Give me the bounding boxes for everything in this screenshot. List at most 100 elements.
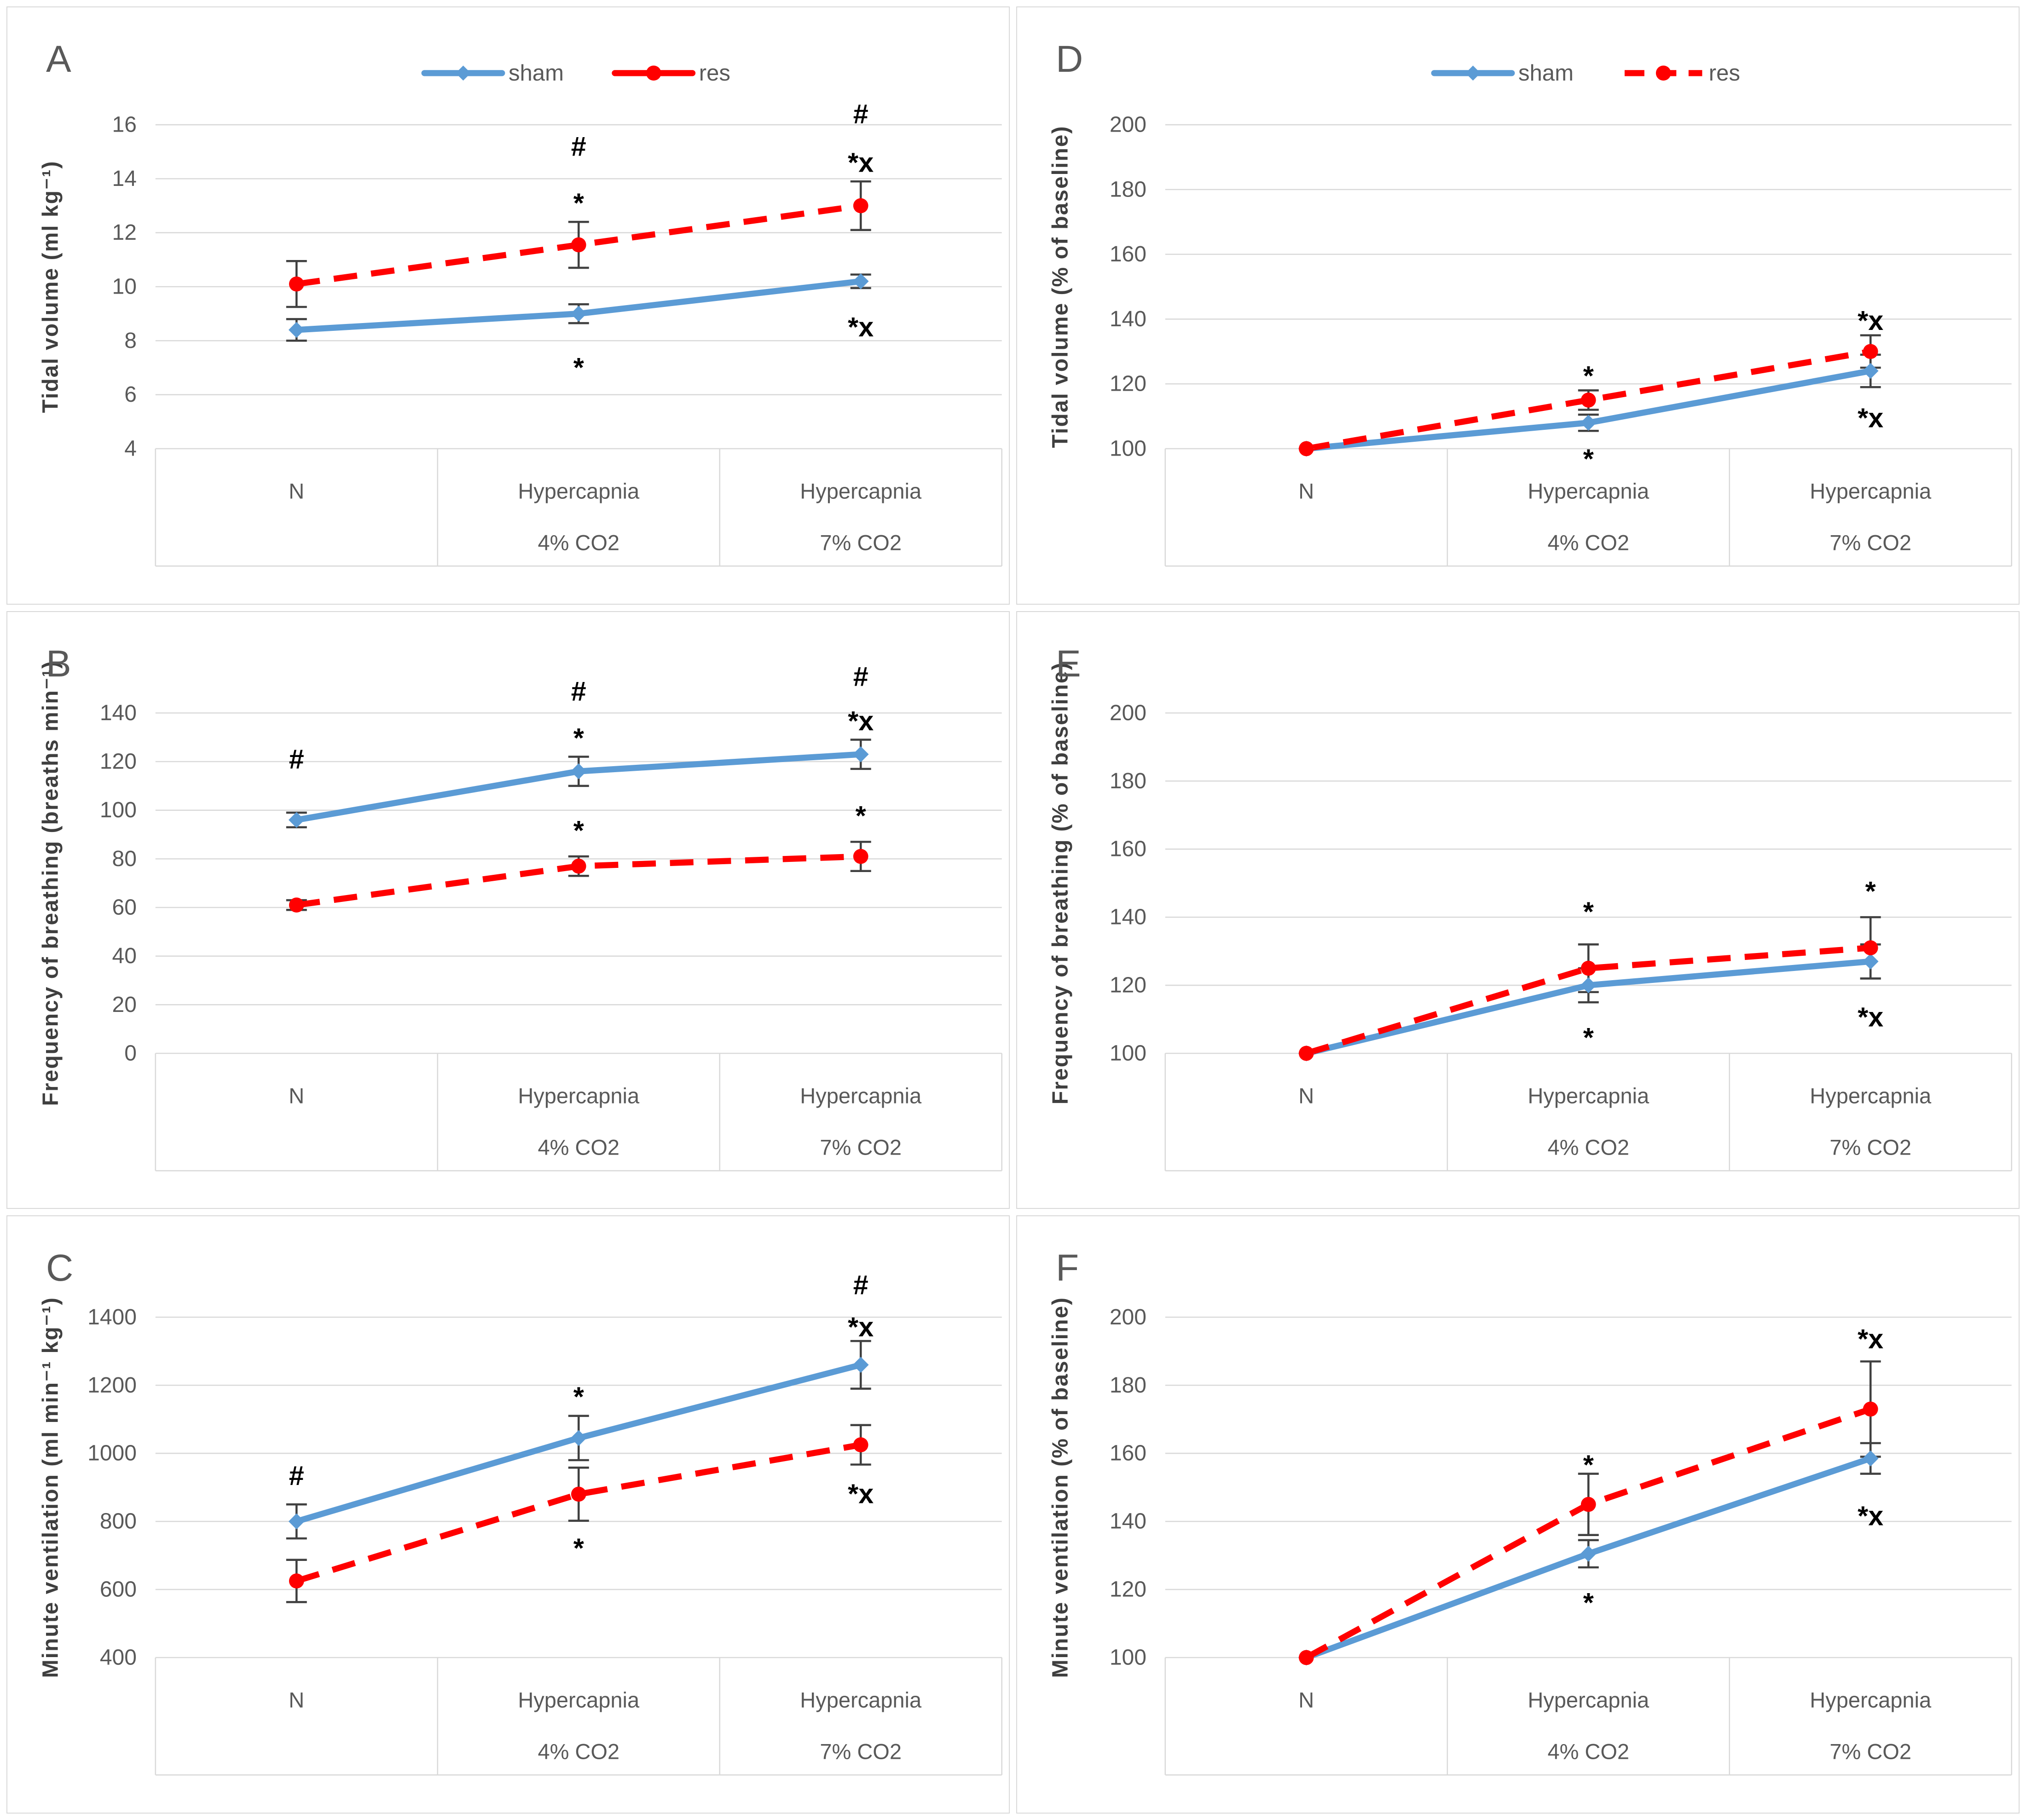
x-category-label: 4% CO2	[538, 531, 619, 555]
marker-res	[853, 198, 868, 214]
significance-annotation: #	[571, 676, 586, 706]
significance-annotation: *	[1583, 1587, 1594, 1618]
y-axis-title: Minute ventilation (% of baseline)	[1048, 1297, 1072, 1678]
y-tick-label: 12	[112, 220, 137, 245]
x-category-table: N Hypercapnia 4% CO2 Hypercapnia 7% CO2	[155, 1657, 1002, 1776]
panel-c-chart: 400 600 800 1000 1200 1400 Minute ventilation …	[38, 1270, 1002, 1776]
marker-sham	[1580, 1546, 1597, 1562]
significance-annotation: *	[1583, 444, 1594, 474]
panel-letter-e: E	[1056, 642, 1081, 685]
panel-d: D 100 120 140 160 180 200 Tidal volume (% of b…	[1016, 6, 2020, 605]
significance-annotation: *	[1583, 1022, 1594, 1053]
marker-sham	[570, 306, 587, 322]
y-tick-label: 140	[100, 701, 137, 725]
panel-letter-d: D	[1056, 38, 1083, 80]
y-tick-label: 120	[1110, 973, 1146, 997]
y-tick-label: 200	[1110, 1305, 1146, 1329]
y-tick-label: 120	[100, 749, 137, 774]
y-tick-label: 160	[1110, 837, 1146, 861]
significance-annotation: *x	[848, 1479, 874, 1509]
significance-annotation: *	[573, 1381, 584, 1412]
significance-annotation: *	[856, 800, 866, 831]
panel-letter-f: F	[1056, 1247, 1079, 1289]
x-category-label: N	[289, 479, 304, 503]
x-category-label: N	[1298, 1083, 1314, 1108]
significance-annotation: *	[573, 722, 584, 753]
y-tick-label: 80	[112, 847, 137, 871]
y-tick-label: 160	[1110, 242, 1146, 266]
x-category-label: Hypercapnia	[518, 1083, 640, 1108]
marker-sham	[288, 812, 305, 828]
y-tick-label: 0	[124, 1041, 137, 1065]
marker-res	[1580, 1497, 1596, 1512]
y-tick-label: 100	[100, 798, 137, 822]
y-tick-label: 40	[112, 944, 137, 968]
significance-annotation: #	[853, 98, 868, 129]
significance-annotation: *	[573, 1533, 584, 1564]
x-category-label: 4% CO2	[1547, 1135, 1629, 1159]
significance-annotation: *	[573, 352, 584, 383]
legend-marker-res	[646, 65, 661, 81]
y-tick-label: 180	[1110, 768, 1146, 793]
y-tick-label: 400	[100, 1646, 137, 1670]
marker-res	[571, 858, 586, 874]
x-category-label: Hypercapnia	[518, 1688, 640, 1712]
significance-annotation: *x	[1858, 1001, 1883, 1032]
marker-sham	[852, 1357, 869, 1373]
legend-item-sham: sham	[421, 61, 564, 86]
marker-res	[1863, 940, 1878, 955]
significance-annotation: #	[853, 1270, 868, 1300]
legend-item-sham: sham	[1431, 61, 1574, 86]
legend-label-res: res	[1709, 61, 1740, 86]
series-line-res	[1305, 944, 1871, 1057]
y-tick-label: 10	[112, 275, 137, 299]
marker-res	[571, 237, 586, 253]
y-tick-label: 1000	[87, 1441, 137, 1466]
significance-annotation: *	[1583, 360, 1594, 391]
marker-res	[853, 849, 868, 864]
x-category-label: 7% CO2	[820, 531, 902, 555]
y-tick-label: 100	[1110, 1041, 1146, 1065]
x-category-label: N	[289, 1083, 304, 1108]
significance-annotation: #	[289, 744, 304, 774]
y-tick-label: 100	[1110, 1646, 1146, 1670]
x-category-label: 7% CO2	[1829, 1135, 1911, 1159]
x-category-label: 7% CO2	[820, 1739, 902, 1764]
x-category-table: N Hypercapnia 4% CO2 Hypercapnia 7% CO2	[155, 448, 1002, 567]
legend-marker-res	[1656, 65, 1671, 81]
x-category-label: 7% CO2	[1829, 531, 1911, 555]
y-tick-label: 120	[1110, 1577, 1146, 1602]
legend-marker-sham	[456, 65, 471, 81]
significance-annotation: *x	[1858, 1501, 1883, 1531]
significance-annotation: *x	[848, 1312, 874, 1342]
x-category-label: N	[1298, 479, 1314, 503]
x-category-label: 4% CO2	[1547, 1739, 1629, 1764]
x-category-table: N Hypercapnia 4% CO2 Hypercapnia 7% CO2	[155, 1052, 1002, 1171]
x-category-label: Hypercapnia	[800, 479, 922, 503]
marker-res	[1863, 1402, 1878, 1417]
y-axis-title: Frequency of breathing (breaths min⁻¹)	[38, 660, 63, 1106]
significance-annotation: *x	[848, 705, 874, 736]
panel-d-chart: 100 120 140 160 180 200 Tidal volume (% of bas…	[1048, 61, 2012, 567]
marker-sham	[570, 1430, 587, 1446]
legend-label-res: res	[699, 61, 730, 86]
significance-annotation: #	[853, 661, 868, 692]
panel-e-chart: 100 120 140 160 180 200 Frequency of breathing…	[1048, 662, 2012, 1171]
x-category-table: N Hypercapnia 4% CO2 Hypercapnia 7% CO2	[1164, 1657, 2012, 1776]
marker-sham	[1862, 1450, 1879, 1467]
significance-annotation: *x	[848, 147, 874, 178]
marker-res	[571, 1486, 586, 1502]
x-category-label: Hypercapnia	[1528, 479, 1650, 503]
significance-annotation: *x	[1858, 402, 1883, 433]
significance-annotation: #	[289, 1460, 304, 1491]
marker-sham	[1580, 415, 1597, 431]
significance-annotation: *	[1865, 876, 1876, 907]
significance-annotation: *x	[1858, 305, 1883, 336]
x-category-label: Hypercapnia	[800, 1083, 922, 1108]
marker-res	[1298, 1046, 1314, 1061]
y-tick-label: 8	[124, 329, 137, 353]
y-tick-label: 100	[1110, 437, 1146, 461]
marker-res	[1298, 1650, 1314, 1665]
y-tick-label: 14	[112, 167, 137, 191]
